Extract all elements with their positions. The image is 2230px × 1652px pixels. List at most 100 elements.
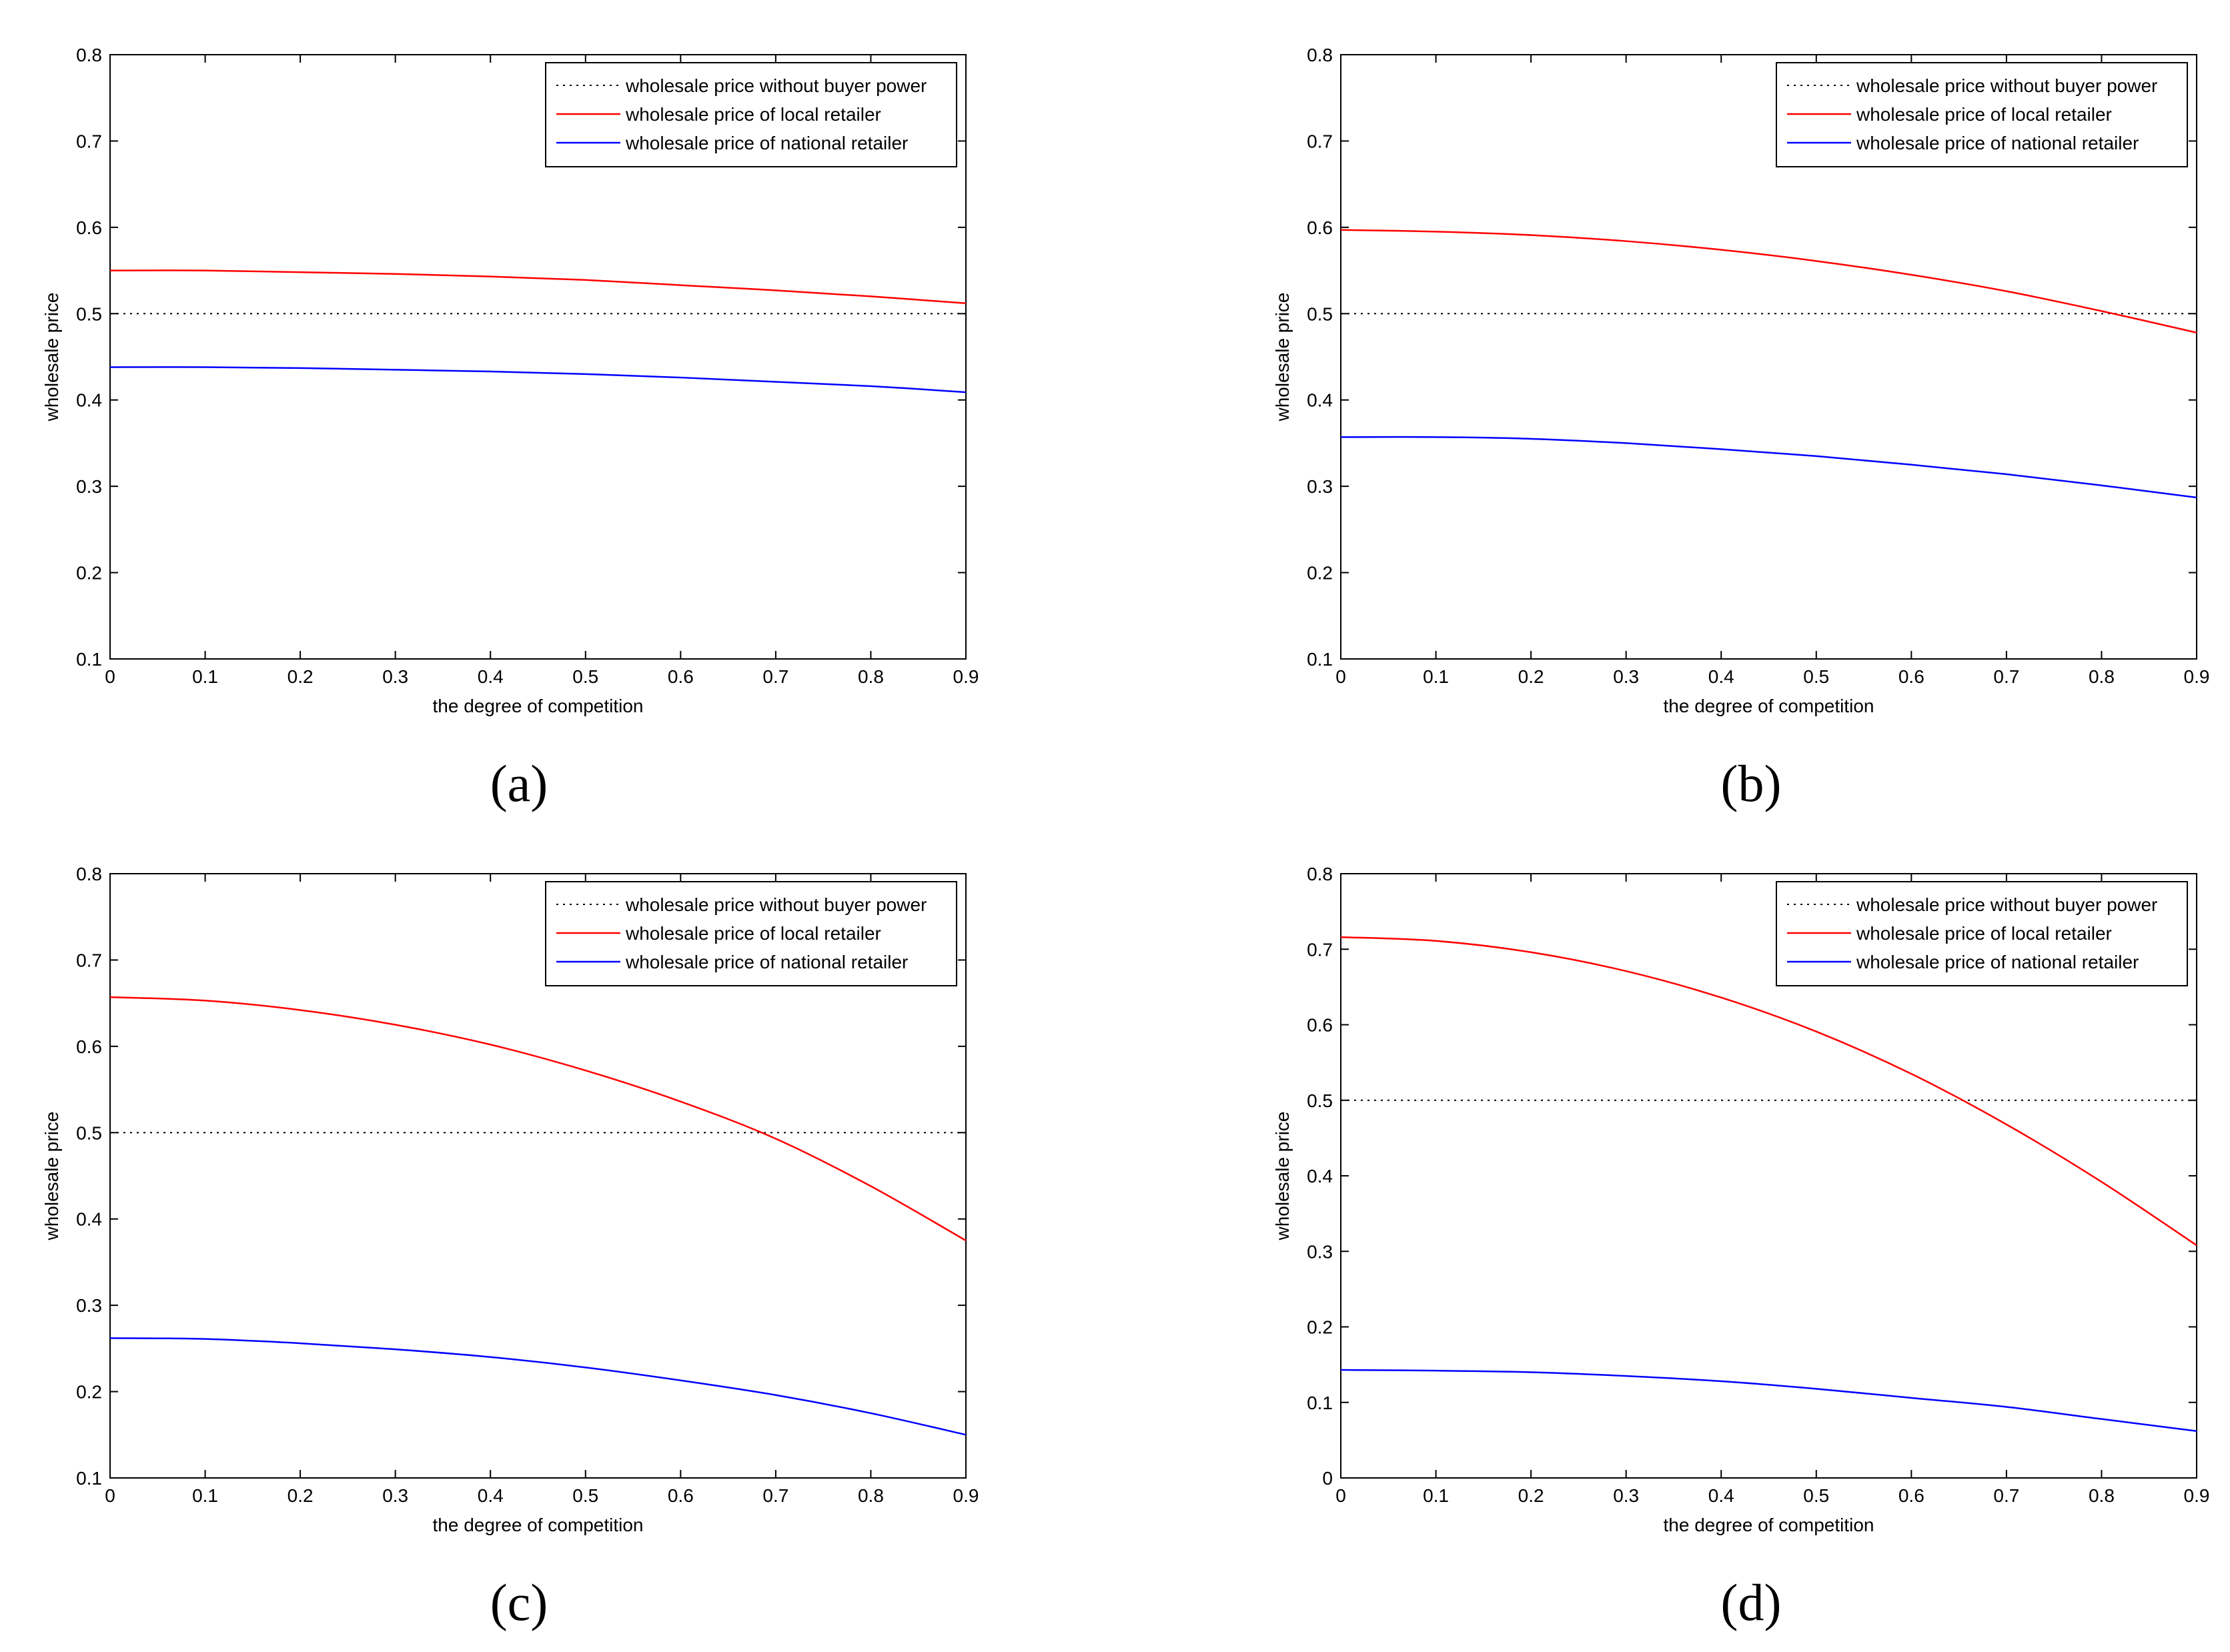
caption-a: (a): [419, 754, 619, 814]
x-tick-label-b-1: 0.1: [1423, 666, 1449, 687]
legend-label-local-retailer-c: wholesale price of local retailer: [625, 923, 881, 944]
x-tick-label-c-4: 0.4: [478, 1485, 504, 1506]
x-tick-label-d-5: 0.5: [1803, 1485, 1829, 1506]
y-tick-label-c-0: 0.1: [76, 1468, 102, 1489]
x-tick-label-a-7: 0.7: [762, 666, 788, 687]
x-tick-label-a-9: 0.9: [953, 666, 979, 687]
y-tick-label-d-0: 0: [1322, 1468, 1333, 1489]
caption-c: (c): [419, 1573, 619, 1633]
x-tick-label-c-5: 0.5: [572, 1485, 598, 1506]
y-tick-label-a-4: 0.5: [76, 303, 102, 324]
x-tick-label-b-8: 0.8: [2089, 666, 2115, 687]
y-tick-label-c-5: 0.6: [76, 1036, 102, 1057]
x-tick-label-a-2: 0.2: [288, 666, 314, 687]
x-tick-label-a-1: 0.1: [192, 666, 218, 687]
y-tick-label-d-6: 0.6: [1307, 1015, 1333, 1036]
caption-a-text: (a): [490, 754, 548, 812]
x-tick-label-b-5: 0.5: [1803, 666, 1829, 687]
legend-label-baseline-c: wholesale price without buyer power: [625, 894, 927, 915]
x-tick-label-b-6: 0.6: [1898, 666, 1924, 687]
x-tick-label-a-5: 0.5: [572, 666, 598, 687]
legend-label-national-retailer-d: wholesale price of national retailer: [1856, 952, 2139, 972]
y-tick-label-c-1: 0.2: [76, 1382, 102, 1403]
x-tick-label-d-1: 0.1: [1423, 1485, 1449, 1506]
y-tick-label-d-7: 0.7: [1307, 939, 1333, 960]
x-tick-label-c-9: 0.9: [953, 1485, 979, 1506]
legend-label-local-retailer-a: wholesale price of local retailer: [625, 104, 881, 125]
y-tick-label-b-5: 0.6: [1307, 217, 1333, 238]
legend-label-national-retailer-a: wholesale price of national retailer: [625, 133, 908, 153]
y-tick-label-b-7: 0.8: [1307, 45, 1333, 65]
y-tick-label-b-2: 0.3: [1307, 476, 1333, 497]
caption-d-text: (d): [1720, 1573, 1782, 1631]
x-axis-label-c: the degree of competition: [433, 1515, 644, 1535]
legend-label-national-retailer-c: wholesale price of national retailer: [625, 952, 908, 972]
legend-label-baseline-d: wholesale price without buyer power: [1856, 894, 2157, 915]
y-tick-label-a-3: 0.4: [76, 390, 102, 411]
series-line-local-retailer-d: [1340, 936, 2197, 1247]
x-tick-label-c-1: 0.1: [192, 1485, 218, 1506]
x-tick-label-c-2: 0.2: [288, 1485, 314, 1506]
x-tick-label-d-8: 0.8: [2089, 1485, 2115, 1506]
caption-c-text: (c): [490, 1573, 548, 1631]
chart-a: 0 0.1 0.2 0.3 0.4 0.5 0.6 0.7 0.8 0.90.10.20.30.4…: [41, 45, 979, 716]
series-line-national-retailer-b: [1340, 436, 2197, 499]
series-line-national-retailer-a: [109, 366, 967, 393]
series-line-national-retailer-d: [1340, 1369, 2197, 1433]
y-tick-label-d-5: 0.5: [1307, 1090, 1333, 1111]
x-tick-label-c-6: 0.6: [668, 1485, 694, 1506]
x-tick-label-c-0: 0: [105, 1485, 115, 1506]
y-tick-label-b-3: 0.4: [1307, 390, 1333, 411]
caption-b-text: (b): [1720, 754, 1782, 812]
x-tick-label-d-7: 0.7: [1993, 1485, 2019, 1506]
y-tick-label-b-0: 0.1: [1307, 649, 1333, 670]
x-tick-label-d-2: 0.2: [1518, 1485, 1544, 1506]
legend-label-baseline-a: wholesale price without buyer power: [625, 75, 927, 96]
legend-label-baseline-b: wholesale price without buyer power: [1856, 75, 2157, 96]
x-tick-label-a-6: 0.6: [668, 666, 694, 687]
x-tick-label-a-8: 0.8: [858, 666, 884, 687]
y-tick-label-c-3: 0.4: [76, 1209, 102, 1230]
y-tick-label-c-2: 0.3: [76, 1295, 102, 1316]
x-tick-label-a-0: 0: [105, 666, 115, 687]
caption-b: (b): [1651, 754, 1851, 814]
y-tick-label-a-1: 0.2: [76, 563, 102, 584]
legend-label-local-retailer-d: wholesale price of local retailer: [1856, 923, 2112, 944]
y-tick-label-d-2: 0.2: [1307, 1317, 1333, 1338]
caption-d: (d): [1651, 1573, 1851, 1633]
y-tick-label-d-4: 0.4: [1307, 1166, 1333, 1186]
y-tick-label-c-4: 0.5: [76, 1122, 102, 1143]
y-tick-label-a-2: 0.3: [76, 476, 102, 497]
legend-label-local-retailer-b: wholesale price of local retailer: [1856, 104, 2112, 125]
y-tick-label-a-7: 0.8: [76, 45, 102, 65]
y-tick-label-c-7: 0.8: [76, 864, 102, 884]
chart-c: 0 0.1 0.2 0.3 0.4 0.5 0.6 0.7 0.8 0.90.10.20.30.4…: [41, 864, 979, 1535]
x-tick-label-c-3: 0.3: [382, 1485, 408, 1506]
y-tick-label-a-0: 0.1: [76, 649, 102, 670]
x-tick-label-d-4: 0.4: [1708, 1485, 1734, 1506]
y-axis-label-b: wholesale price: [1272, 293, 1293, 422]
y-axis-label-d: wholesale price: [1272, 1112, 1293, 1241]
x-tick-label-d-3: 0.3: [1613, 1485, 1639, 1506]
x-tick-label-b-4: 0.4: [1708, 666, 1734, 687]
x-tick-label-c-8: 0.8: [858, 1485, 884, 1506]
series-line-local-retailer-a: [109, 269, 967, 305]
x-tick-label-d-6: 0.6: [1898, 1485, 1924, 1506]
series-line-local-retailer-b: [1340, 229, 2197, 333]
x-tick-label-c-7: 0.7: [762, 1485, 788, 1506]
x-tick-label-b-9: 0.9: [2184, 666, 2210, 687]
x-tick-label-a-3: 0.3: [382, 666, 408, 687]
x-tick-label-b-7: 0.7: [1993, 666, 2019, 687]
y-tick-label-c-6: 0.7: [76, 950, 102, 970]
y-tick-label-b-6: 0.7: [1307, 131, 1333, 151]
series-line-national-retailer-c: [109, 1337, 967, 1436]
y-tick-label-d-1: 0.1: [1307, 1393, 1333, 1413]
y-tick-label-d-3: 0.3: [1307, 1241, 1333, 1262]
x-tick-label-a-4: 0.4: [478, 666, 504, 687]
y-tick-label-a-6: 0.7: [76, 131, 102, 151]
y-tick-label-b-4: 0.5: [1307, 303, 1333, 324]
series-line-local-retailer-c: [109, 996, 967, 1242]
y-axis-label-a: wholesale price: [41, 293, 62, 422]
y-tick-label-a-5: 0.6: [76, 217, 102, 238]
